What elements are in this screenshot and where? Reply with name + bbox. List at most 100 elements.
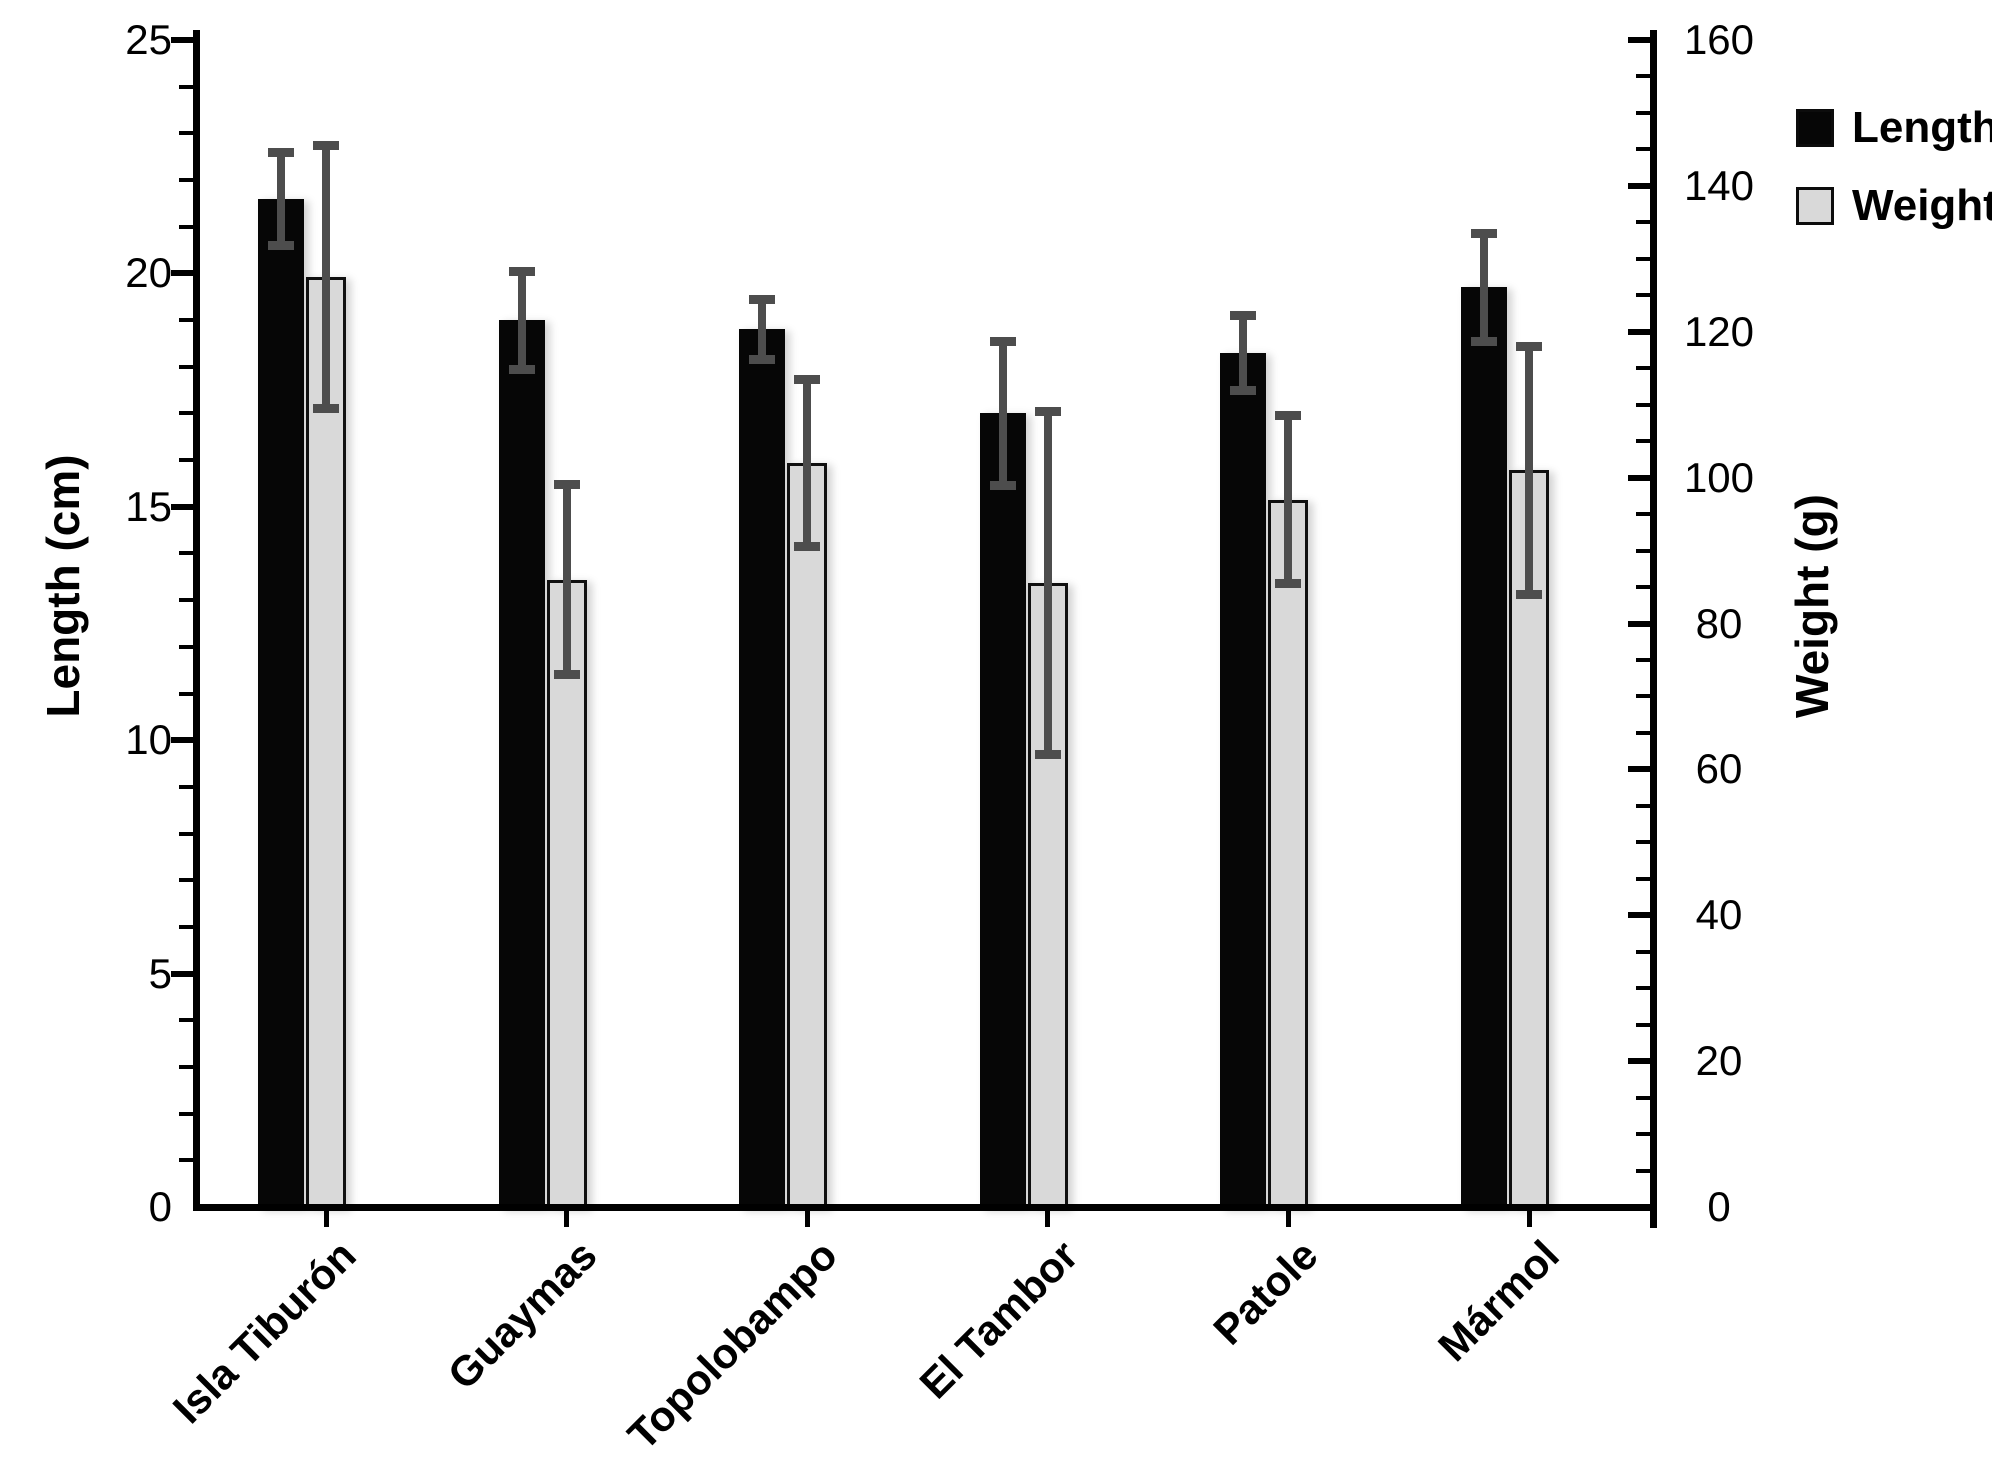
error-bar-cap-top [268,147,294,157]
left-axis-tick-label: 10 [125,716,172,764]
right-axis-minor-tick [1636,657,1650,662]
legend: Length Weight [1796,106,1992,228]
left-axis-minor-tick [179,1064,193,1069]
left-axis-minor-tick [179,131,193,136]
right-axis-major-tick [1628,766,1650,773]
right-axis-tick-label: 120 [1683,307,1755,355]
right-axis-tick-label: 60 [1695,745,1743,793]
left-axis-minor-tick [179,878,193,883]
right-axis-major-tick [1628,474,1650,481]
right-axis-major-tick [1628,37,1650,43]
left-axis-minor-tick [179,224,193,229]
legend-item-weight: Weight [1796,184,1992,228]
left-axis-major-tick [171,270,193,277]
left-axis-tick-label: 15 [125,482,172,530]
error-bar-weight [1525,346,1533,595]
left-axis-minor-tick [179,1158,193,1163]
x-axis-category-tick [564,1211,570,1227]
left-axis-minor-tick [179,691,193,696]
right-axis-minor-tick [1636,1095,1650,1100]
right-axis-title: Weight (g) [1786,494,1838,718]
right-axis-minor-tick [1636,548,1650,553]
error-bar-cap-top [794,374,821,384]
bar-length [258,198,304,1209]
error-bar-length [277,152,285,246]
left-axis-major-tick [171,37,193,43]
length-swatch-icon [1796,109,1834,147]
bar-length [979,413,1026,1209]
right-axis-tick-label: 160 [1683,16,1755,63]
error-bar-cap-bottom [749,355,776,365]
legend-label-length: Length [1852,103,1992,152]
x-axis-line [193,1204,1657,1211]
left-axis-minor-tick [179,784,193,789]
category-label: Mármol [1428,1231,1568,1371]
right-axis-minor-tick [1636,949,1650,954]
left-axis-minor-tick [179,411,193,416]
left-axis-minor-tick [179,831,193,836]
left-axis-line [193,30,200,1211]
error-bar-cap-bottom [1230,385,1257,395]
right-axis-minor-tick [1636,1168,1650,1173]
right-axis-major-tick [1628,182,1650,189]
left-axis-tick-label: 5 [148,949,172,997]
right-axis-minor-tick [1636,1022,1650,1027]
left-axis-minor-tick [179,644,193,649]
weight-swatch-icon [1796,187,1834,225]
bar-weight [787,463,828,1209]
right-axis-minor-tick [1636,293,1650,298]
error-bar-cap-bottom [989,481,1016,491]
category-label: Topolobampo [618,1231,846,1459]
category-label: El Tambor [910,1231,1087,1408]
right-axis-minor-tick [1636,439,1650,444]
error-bar-cap-bottom [313,403,339,413]
right-axis-major-tick [1628,912,1650,919]
left-axis-minor-tick [179,364,193,369]
right-axis-tick-label: 20 [1695,1037,1743,1085]
error-bar-cap-bottom [508,364,535,374]
category-label: Patole [1204,1231,1327,1354]
left-axis-major-tick [171,503,193,510]
error-bar-cap-bottom [1471,336,1497,346]
right-axis-major-tick [1628,328,1650,335]
x-axis-category-tick [1045,1211,1051,1227]
x-axis-category-tick [323,1211,329,1227]
error-bar-cap-top [989,336,1016,346]
bar-length [739,329,786,1209]
bar-length [1461,287,1507,1209]
right-axis-minor-tick [1636,986,1650,991]
right-axis-minor-tick [1636,730,1650,735]
error-bar-length [1480,233,1488,342]
error-bar-cap-top [749,294,776,304]
bar-weight [1268,499,1309,1209]
bar-weight [306,277,346,1209]
right-axis-minor-tick [1636,74,1650,79]
error-bar-cap-bottom [1275,578,1302,588]
category-label: Isla Tiburón [163,1231,365,1433]
left-axis-minor-tick [179,1111,193,1116]
legend-item-length: Length [1796,106,1992,150]
error-bar-cap-top [1516,341,1542,351]
left-axis-minor-tick [179,598,193,603]
right-axis-minor-tick [1636,512,1650,517]
error-bar-cap-top [508,266,535,276]
error-bar-weight [1043,411,1052,755]
right-axis-minor-tick [1636,256,1650,261]
bar-length [498,320,545,1209]
right-axis-tick-label: 0 [1707,1183,1731,1230]
right-axis-minor-tick [1636,147,1650,152]
right-axis-line [1650,30,1657,1228]
error-bar-cap-bottom [553,670,580,680]
error-bar-cap-bottom [1034,750,1061,760]
left-axis-major-tick [171,970,193,977]
error-bar-length [517,271,526,370]
error-bar-weight [562,484,571,675]
error-bar-length [998,341,1007,486]
right-axis-tick-label: 140 [1683,161,1755,209]
right-axis-minor-tick [1636,585,1650,590]
left-axis-minor-tick [179,84,193,89]
error-bar-cap-top [553,480,580,490]
left-axis-minor-tick [179,178,193,183]
error-bar-weight [322,145,330,409]
